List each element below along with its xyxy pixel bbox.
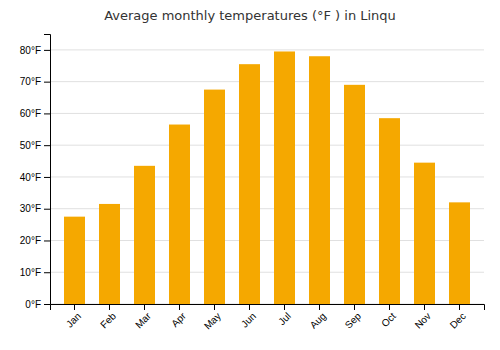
x-tick-mark [459,304,460,310]
bar [309,56,330,304]
x-tick-mark [319,304,320,310]
x-tick-label: Feb [98,310,118,330]
y-tick-label: 80°F [20,45,41,56]
x-tick-mark [284,304,285,310]
y-tick-mark [44,82,50,83]
grid-line [50,113,484,114]
bar [134,166,155,304]
bar [449,202,470,304]
chart-svg: Jan Feb Mar Apr May Jun Jul Aug Sep Oct Nov Dec 0°F 1… [0,0,500,350]
y-tick-mark [44,145,50,146]
x-tick: Oct [379,304,398,329]
x-tick: Jun [239,304,258,330]
x-tick: Dec [448,304,468,331]
y-tick-label: 10°F [20,267,41,278]
x-tick-label: Sep [343,310,364,331]
y-tick: 10°F [20,267,50,278]
y-tick-mark [44,272,50,273]
x-tick-mark [214,304,215,310]
x-tick: Aug [308,304,328,331]
x-tick: Sep [343,304,364,331]
x-tick: May [202,304,223,332]
bar [99,204,120,304]
bars [64,51,470,304]
y-tick: 0°F [25,299,50,310]
x-tick-label: Oct [379,310,398,329]
bar [64,217,85,304]
y-axis-line [44,35,51,305]
y-tick-label: 20°F [20,235,41,246]
x-tick: Jul [276,304,293,327]
x-tick: Mar [133,304,153,330]
plot-area: Jan Feb Mar Apr May Jun Jul Aug Sep Oct Nov Dec 0°F 1… [20,35,485,332]
x-tick-mark [389,304,390,310]
y-tick-mark [44,113,50,114]
bar [239,64,260,304]
x-tick-label: Aug [308,310,328,330]
y-tick-mark [44,50,50,51]
title: Average monthly temperatures (°F ) in Li… [104,8,396,23]
y-tick-label: 70°F [20,76,41,87]
x-tick: Feb [98,304,118,330]
x-tick-label: Nov [413,310,433,330]
y-tick: 80°F [20,45,50,56]
bar [274,51,295,304]
y-tick-mark [44,304,50,305]
y-tick: 50°F [20,140,50,151]
y-tick-label: 0°F [25,299,41,310]
y-tick-mark [44,240,50,241]
grid-line [50,145,484,146]
x-tick-label: Jan [64,310,83,329]
x-tick-label: May [202,310,223,331]
y-tick: 20°F [20,235,50,246]
y-tick-label: 50°F [20,140,41,151]
x-tick-label: Jul [276,310,293,327]
x-tick-mark [424,304,425,310]
grid [50,50,484,304]
bar [204,90,225,304]
y-tick-label: 40°F [20,172,41,183]
y-tick-label: 30°F [20,203,41,214]
x-tick-mark [249,304,250,310]
y-axis: 0°F 10°F 20°F 30°F 40°F 50°F 60°F 70°F 80°F [20,35,51,310]
y-tick: 30°F [20,203,50,214]
x-tick-label: Jun [239,310,258,329]
x-tick-mark [74,304,75,310]
x-tick-mark [109,304,110,310]
y-tick: 60°F [20,108,50,119]
y-tick-mark [44,209,50,210]
y-tick: 70°F [20,76,50,87]
x-axis-line [51,305,485,311]
y-tick-mark [44,177,50,178]
x-tick-mark [179,304,180,310]
x-tick-label: Apr [169,310,188,329]
bar [414,163,435,304]
bar [344,85,365,304]
bar [379,118,400,304]
grid-line [50,81,484,82]
chart-container: Jan Feb Mar Apr May Jun Jul Aug Sep Oct Nov Dec 0°F 1… [0,0,500,350]
x-tick: Apr [169,304,188,329]
x-tick: Jan [64,304,83,330]
x-tick-label: Mar [133,310,153,330]
x-tick: Nov [413,304,433,331]
bar [169,125,190,304]
x-tick-mark [144,304,145,310]
x-axis: Jan Feb Mar Apr May Jun Jul Aug Sep Oct Nov Dec [51,304,485,332]
x-tick-label: Dec [448,310,468,330]
y-tick-label: 60°F [20,108,41,119]
y-tick: 40°F [20,172,50,183]
grid-line [50,49,484,50]
x-tick-mark [354,304,355,310]
